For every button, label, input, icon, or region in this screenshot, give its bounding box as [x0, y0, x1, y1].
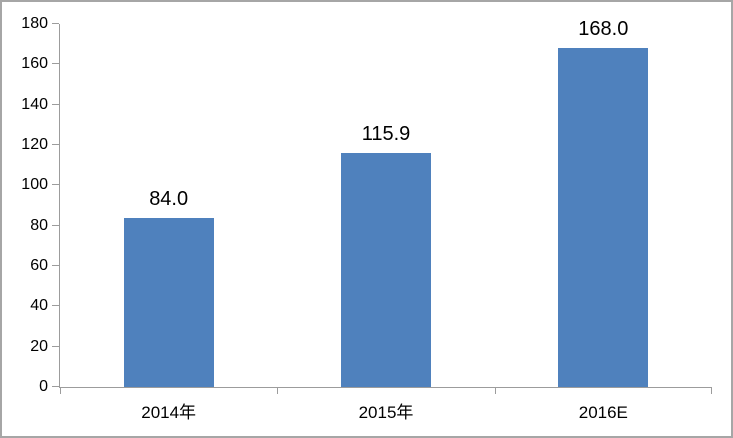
x-axis-tick: [711, 388, 712, 394]
x-axis-category-label: 2014年: [141, 403, 197, 422]
y-axis-tick: [52, 144, 59, 145]
x-axis-category-label: 2016E: [578, 403, 628, 422]
bar-2014年: [123, 217, 214, 387]
y-axis-tick: [52, 23, 59, 24]
y-axis-tick-label: 80: [30, 216, 48, 234]
y-axis-tick: [52, 305, 59, 306]
y-axis-tick: [52, 265, 59, 266]
y-axis-tick-label: 120: [21, 136, 48, 153]
bar-data-label: 84.0: [149, 187, 189, 210]
y-axis-tick: [52, 386, 59, 387]
x-axis-category-label: 2015年: [358, 403, 414, 422]
bar-data-label: 168.0: [578, 18, 629, 41]
y-axis-tick-label: 180: [21, 15, 48, 32]
bar-2016E: [558, 48, 649, 387]
y-axis-tick: [52, 225, 59, 226]
x-axis-tick: [277, 388, 278, 394]
y-axis-tick: [52, 346, 59, 347]
y-axis-tick-label: 140: [21, 95, 48, 113]
y-axis-tick: [52, 104, 59, 105]
plot-area: 0 20 40 60 80 100 120 140 160 180 84.0 2014年 115.9 2…: [21, 15, 712, 422]
y-axis-tick-label: 20: [30, 337, 48, 355]
x-axis-tick: [60, 388, 61, 394]
bar-2015年: [341, 153, 431, 387]
y-axis-tick: [52, 63, 59, 64]
y-axis-tick-label: 100: [21, 176, 48, 194]
y-axis-tick-label: 40: [30, 297, 48, 315]
y-axis-tick: [52, 184, 59, 185]
y-axis-tick-label: 60: [30, 257, 48, 274]
bar-data-label: 115.9: [361, 123, 411, 146]
y-axis-tick-label: 0: [39, 378, 48, 395]
y-axis-tick-label: 160: [21, 55, 48, 73]
x-axis-tick: [495, 388, 496, 394]
